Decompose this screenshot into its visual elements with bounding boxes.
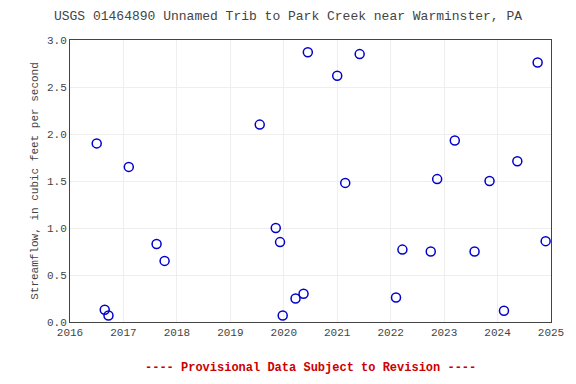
svg-text:USGS 01464890 Unnamed Trib to: USGS 01464890 Unnamed Trib to Park Creek… bbox=[54, 9, 522, 24]
svg-text:2019: 2019 bbox=[217, 327, 243, 339]
svg-text:2024: 2024 bbox=[484, 327, 511, 339]
svg-text:---- Provisional Data Subject: ---- Provisional Data Subject to Revisio… bbox=[145, 361, 476, 375]
svg-text:2020: 2020 bbox=[271, 327, 297, 339]
svg-text:2017: 2017 bbox=[110, 327, 136, 339]
svg-text:0.5: 0.5 bbox=[47, 270, 67, 282]
svg-text:Streamflow, in cubic feet per: Streamflow, in cubic feet per second bbox=[29, 62, 41, 300]
svg-text:2.5: 2.5 bbox=[47, 82, 67, 94]
svg-text:2022: 2022 bbox=[377, 327, 403, 339]
svg-text:3.0: 3.0 bbox=[47, 35, 67, 47]
svg-text:1.0: 1.0 bbox=[47, 223, 67, 235]
svg-text:1.5: 1.5 bbox=[47, 176, 67, 188]
svg-text:2025: 2025 bbox=[538, 327, 564, 339]
svg-text:2021: 2021 bbox=[324, 327, 351, 339]
svg-text:2.0: 2.0 bbox=[47, 129, 67, 141]
svg-text:2016: 2016 bbox=[57, 327, 83, 339]
svg-text:2018: 2018 bbox=[164, 327, 190, 339]
svg-text:2023: 2023 bbox=[431, 327, 457, 339]
svg-text:0.0: 0.0 bbox=[47, 317, 67, 329]
